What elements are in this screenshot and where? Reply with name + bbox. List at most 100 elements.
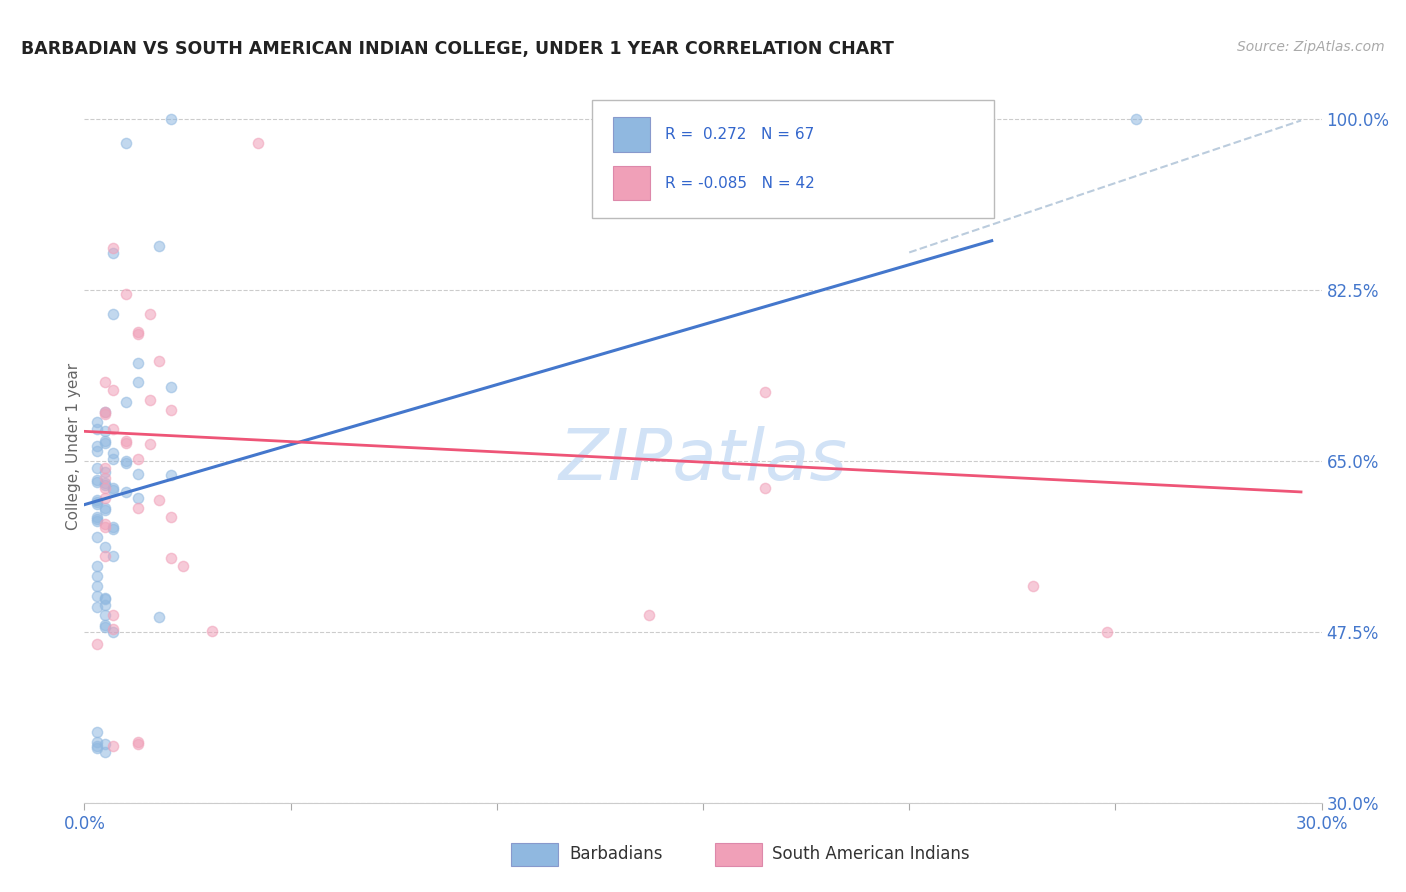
Point <box>94 466 117 480</box>
Point <box>86 422 108 436</box>
Point <box>94 436 117 450</box>
Point <box>127 467 149 482</box>
Point <box>86 739 108 753</box>
Point <box>94 491 117 505</box>
Point <box>114 434 136 449</box>
FancyBboxPatch shape <box>613 118 650 152</box>
Point <box>139 437 162 451</box>
Point <box>94 540 117 554</box>
Point <box>114 453 136 467</box>
Point <box>94 517 117 532</box>
Point <box>94 434 117 449</box>
Point <box>160 402 183 417</box>
Point <box>127 500 149 515</box>
Point <box>86 530 108 544</box>
Point <box>94 620 117 634</box>
Point <box>94 407 117 421</box>
Text: Barbadians: Barbadians <box>569 846 662 863</box>
Point <box>114 395 136 409</box>
Point <box>86 415 108 429</box>
Point <box>114 436 136 450</box>
Point <box>160 551 183 566</box>
Point <box>148 492 170 507</box>
Point <box>103 608 125 623</box>
Point <box>127 376 149 390</box>
Point <box>94 520 117 534</box>
Point <box>939 133 962 147</box>
Point <box>114 287 136 301</box>
Point <box>139 307 162 321</box>
Text: South American Indians: South American Indians <box>772 846 970 863</box>
Point <box>86 514 108 528</box>
Point <box>86 492 108 507</box>
Point <box>103 241 125 255</box>
Point <box>103 624 125 639</box>
Point <box>114 456 136 470</box>
Point <box>86 443 108 458</box>
Point <box>103 446 125 460</box>
Point <box>754 481 776 495</box>
Point <box>86 559 108 574</box>
Point <box>94 737 117 751</box>
Point <box>94 618 117 632</box>
Point <box>127 326 149 341</box>
Text: R =  0.272   N = 67: R = 0.272 N = 67 <box>665 127 814 142</box>
Point <box>86 461 108 475</box>
Point <box>94 425 117 439</box>
Point <box>103 739 125 753</box>
Point <box>86 637 108 651</box>
Point <box>148 354 170 368</box>
Point <box>1125 112 1147 126</box>
Point <box>246 136 269 150</box>
Point <box>86 735 108 749</box>
Point <box>86 494 108 508</box>
Point <box>754 385 776 400</box>
Point <box>103 384 125 398</box>
Point <box>94 591 117 605</box>
Point <box>114 136 136 150</box>
Text: ZIPatlas: ZIPatlas <box>558 425 848 495</box>
Point <box>86 589 108 603</box>
Point <box>94 592 117 607</box>
Point <box>127 491 149 505</box>
Point <box>127 451 149 466</box>
Text: BARBADIAN VS SOUTH AMERICAN INDIAN COLLEGE, UNDER 1 YEAR CORRELATION CHART: BARBADIAN VS SOUTH AMERICAN INDIAN COLLE… <box>21 40 894 58</box>
Point <box>201 624 224 638</box>
Point <box>160 112 183 126</box>
Point <box>103 520 125 534</box>
Point <box>86 725 108 739</box>
Point <box>86 512 108 526</box>
Point <box>127 735 149 749</box>
Point <box>94 476 117 491</box>
Point <box>94 481 117 495</box>
Point <box>94 478 117 492</box>
Point <box>103 307 125 321</box>
Point <box>103 451 125 466</box>
Point <box>148 238 170 252</box>
FancyBboxPatch shape <box>512 843 558 865</box>
FancyBboxPatch shape <box>613 166 650 200</box>
Point <box>103 246 125 260</box>
Point <box>160 510 183 524</box>
Point <box>94 461 117 475</box>
FancyBboxPatch shape <box>716 843 762 865</box>
Point <box>94 745 117 759</box>
Point <box>94 549 117 564</box>
Point <box>94 376 117 390</box>
Point <box>86 497 108 511</box>
Point <box>103 622 125 636</box>
Point <box>103 481 125 495</box>
Point <box>148 610 170 624</box>
Point <box>127 356 149 370</box>
Point <box>86 439 108 453</box>
Point <box>86 473 108 487</box>
Point <box>127 325 149 339</box>
Point <box>94 405 117 419</box>
Point <box>86 579 108 593</box>
Point <box>86 600 108 615</box>
Y-axis label: College, Under 1 year: College, Under 1 year <box>66 362 80 530</box>
Point <box>103 522 125 536</box>
Point <box>94 608 117 623</box>
Point <box>103 483 125 497</box>
Point <box>172 559 194 574</box>
